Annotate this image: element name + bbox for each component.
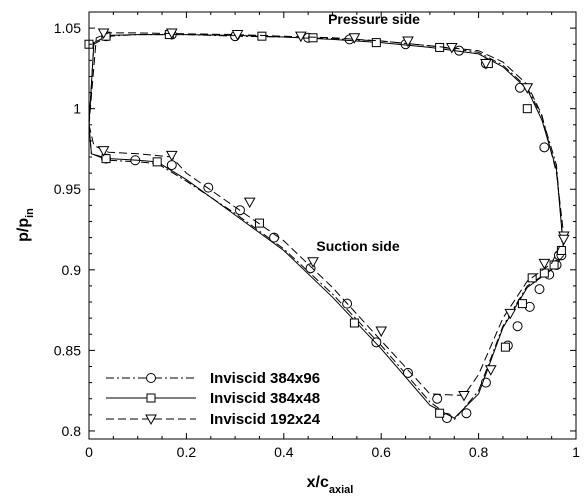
data-point-triangle (165, 28, 178, 39)
data-point-triangle (348, 33, 361, 44)
x-tick-label: 1 (572, 444, 580, 460)
data-point-square (349, 318, 359, 328)
data-point-triangle (504, 308, 517, 320)
ticks-layer: 0 0.2 0.4 0.6 0.8 1 0.8 0.85 0.9 0.95 1 1.05 (54, 12, 580, 460)
y-tick-label: 0.85 (54, 342, 81, 358)
y-tick-label: 1 (73, 101, 81, 117)
data-point-square (517, 299, 527, 309)
legend-marker-triangle (145, 414, 157, 426)
legend-label-192x24: Inviscid 192x24 (210, 411, 321, 428)
y-tick-label: 1.05 (54, 20, 81, 36)
series-line-suction-side (88, 124, 565, 397)
series-line-suction-side (88, 124, 565, 421)
data-point-square (549, 260, 559, 270)
series-line-suction-side (88, 124, 565, 419)
data-point-square (308, 33, 318, 43)
data-point-circle (461, 408, 472, 419)
x-axis-title-main: x/c (307, 474, 329, 491)
legend-label-384x96: Inviscid 384x96 (210, 370, 320, 387)
data-point-circle (539, 142, 550, 153)
y-axis-title-main: p/p (15, 218, 32, 242)
data-point-triangle (294, 31, 307, 43)
data-point-triangle (243, 197, 256, 209)
y-axis-title: p/pin (15, 208, 36, 242)
data-point-circle (534, 284, 545, 295)
data-point-circle (512, 321, 523, 332)
y-tick-label: 0.95 (54, 181, 81, 197)
series-0 (88, 29, 567, 424)
series-1 (84, 30, 566, 419)
data-point-triangle (307, 257, 319, 268)
data-point-square (152, 157, 162, 167)
data-point-triangle (557, 234, 570, 246)
legend-marker-circle (146, 373, 156, 383)
data-point-square (371, 38, 381, 48)
legend: Inviscid 384x96 Inviscid 384x48 Inviscid… (106, 370, 321, 428)
plot-frame (88, 11, 577, 440)
data-point-triangle (521, 83, 534, 94)
series-layer (84, 28, 570, 424)
data-point-square (254, 218, 264, 228)
data-point-triangle (458, 390, 470, 402)
x-tick-label: 0.4 (274, 444, 294, 460)
data-point-triangle (97, 28, 110, 39)
x-tick-label: 0.6 (371, 444, 391, 460)
y-axis-title-sub: in (24, 208, 36, 218)
data-point-circle (166, 160, 177, 171)
series-line-pressure-side (88, 34, 565, 253)
data-point-circle (432, 393, 443, 404)
data-point-circle (371, 337, 382, 348)
data-point-circle (203, 182, 214, 193)
data-point-square (257, 31, 267, 41)
data-point-triangle (480, 59, 492, 70)
data-point-square (522, 104, 532, 114)
data-point-triangle (97, 146, 110, 157)
x-tick-label: 0 (85, 444, 93, 460)
annotation-suction-side: Suction side (316, 238, 399, 254)
data-point-triangle (538, 258, 551, 270)
data-point-square (101, 154, 111, 164)
x-axis-title-sub: axial (329, 484, 353, 496)
data-point-square (500, 342, 510, 352)
data-point-triangle (402, 36, 414, 48)
x-tick-label: 0.8 (469, 444, 489, 460)
data-point-triangle (231, 30, 244, 41)
y-tick-label: 0.8 (62, 423, 82, 439)
series-2 (88, 28, 570, 402)
x-axis-title: x/caxial (307, 474, 354, 496)
annotation-pressure-side: Pressure side (328, 11, 420, 27)
x-tick-label: 0.2 (177, 444, 197, 460)
y-tick-label: 0.9 (62, 262, 82, 278)
data-point-triangle (484, 365, 497, 376)
data-point-circle (402, 367, 413, 378)
data-point-triangle (445, 42, 458, 54)
data-point-square (435, 408, 445, 418)
data-point-triangle (165, 150, 178, 162)
legend-marker-square (146, 393, 156, 403)
data-point-triangle (375, 326, 388, 338)
legend-label-384x48: Inviscid 384x48 (210, 390, 320, 407)
